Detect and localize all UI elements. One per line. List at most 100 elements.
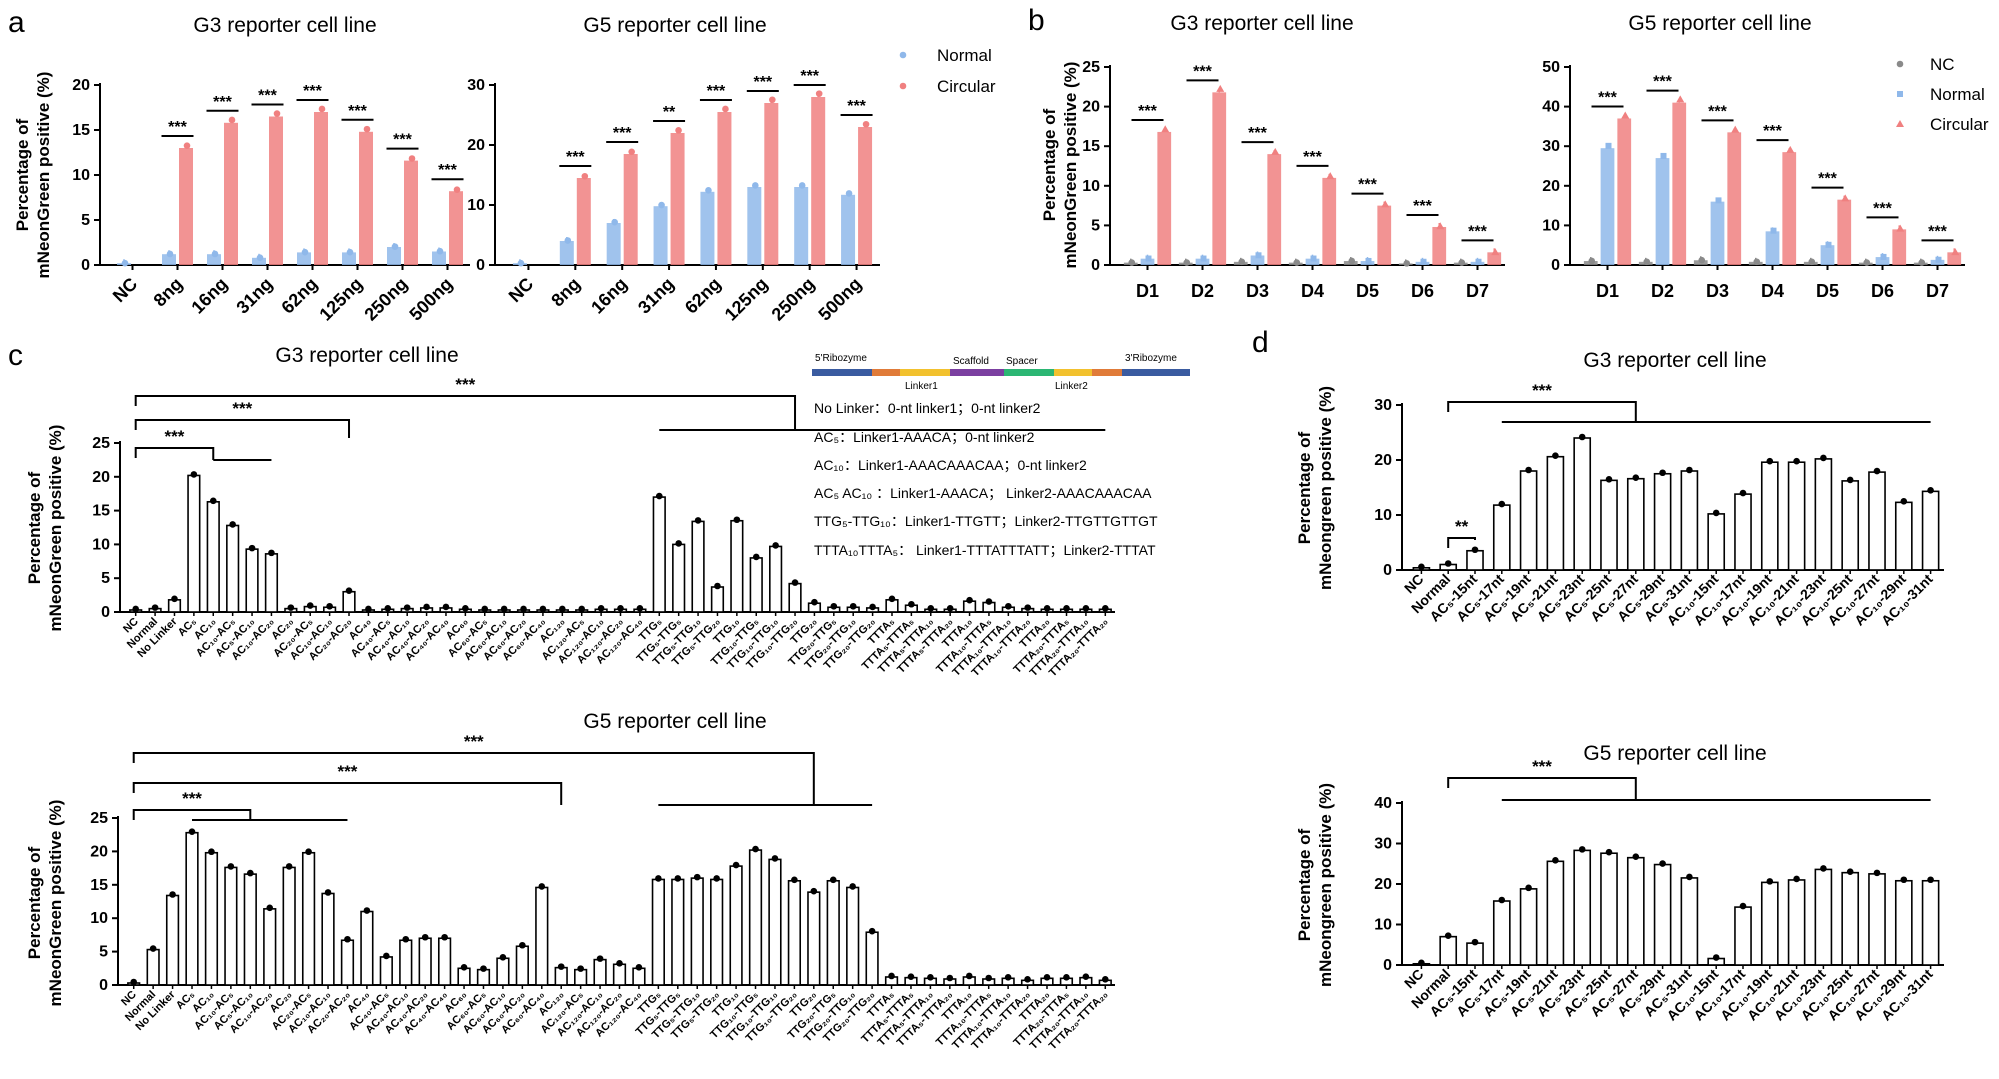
c2-y-tick-label: 20 xyxy=(90,843,108,860)
construct-line-1: No Linker：0-nt linker1；0-nt linker2 xyxy=(814,400,1041,417)
b1-y-tick-label: 5 xyxy=(1091,217,1100,234)
label-3-ribozyme: 3'Ribozyme xyxy=(1125,353,1177,364)
d1-sig-bracket xyxy=(1447,537,1476,548)
d1-y-tick-label: 20 xyxy=(1374,452,1392,469)
a1-sig-label: *** xyxy=(213,94,232,111)
c1-point xyxy=(442,603,450,611)
b2-point xyxy=(1918,259,1926,266)
a1-point xyxy=(363,125,371,133)
d1-bar xyxy=(1894,501,1913,571)
d2-bar xyxy=(1573,849,1592,966)
d1-y-label: Percentage of mNeongreen positive (%) xyxy=(1295,386,1335,590)
legend-b-marker xyxy=(1896,120,1904,127)
a2-bar-circular xyxy=(717,112,732,265)
c2-point xyxy=(538,883,546,890)
c2-point xyxy=(1063,974,1070,981)
c1-bar xyxy=(342,590,356,613)
b2-sig-label: *** xyxy=(1708,103,1727,120)
d1-point xyxy=(1578,433,1586,441)
a1-bar-normal xyxy=(162,254,176,265)
b2-x-tick-label: D1 xyxy=(1596,281,1619,301)
d2-point xyxy=(1712,954,1720,961)
c2-point xyxy=(868,927,876,935)
a2-point xyxy=(705,187,712,194)
a2-bar-circular xyxy=(670,133,685,265)
b1-y-tick-label: 15 xyxy=(1082,138,1100,155)
c2-bar xyxy=(399,939,413,986)
a1-x-tick-label: 8ng xyxy=(150,274,187,311)
a2-x-tick-label: 125ng xyxy=(721,274,772,325)
chart-d-g3: 0 10 20 30 G3 reporter cell line Percentage o… xyxy=(1295,349,1944,629)
c2-bar xyxy=(263,908,277,986)
b1-bar-circular xyxy=(1487,252,1502,265)
d2-point xyxy=(1820,865,1827,872)
b2-point xyxy=(1753,258,1761,266)
a1-point xyxy=(436,247,444,255)
d2-y-tick-label: 20 xyxy=(1374,876,1392,893)
b1-point xyxy=(1200,255,1207,262)
label-spacer: Spacer xyxy=(1006,356,1038,367)
segment-scaffold xyxy=(950,369,1004,376)
c2-bar xyxy=(146,948,160,986)
b2-point xyxy=(1731,125,1740,133)
b1-sig-label: *** xyxy=(1413,198,1432,215)
d1-point xyxy=(1418,563,1425,571)
b1-point xyxy=(1326,172,1335,180)
a1-x-tick-label: 31ng xyxy=(232,274,276,318)
c2-point xyxy=(519,941,526,949)
b2-point xyxy=(1643,258,1651,266)
c1-bar xyxy=(187,474,201,613)
a1-bar-normal xyxy=(207,254,221,265)
b2-y-tick-label: 40 xyxy=(1542,99,1560,116)
c1-bar xyxy=(691,520,705,613)
chart-d-g5: 0 10 20 30 40 G5 reporter cell line Percentage… xyxy=(1295,742,1944,1024)
a1-x-tick-label: 500ng xyxy=(405,274,456,325)
a1-bar-normal xyxy=(297,252,311,265)
b1-y-tick-label: 0 xyxy=(1091,257,1100,274)
b2-x-tick-label: D3 xyxy=(1706,281,1729,301)
c1-sig-label: *** xyxy=(232,399,252,418)
d2-y-tick-label: 0 xyxy=(1383,957,1392,974)
c2-point xyxy=(499,953,507,961)
a2-point xyxy=(675,127,682,134)
d1-bar xyxy=(1680,470,1699,571)
c2-point xyxy=(732,861,740,869)
segment-5-ribozyme xyxy=(812,369,872,376)
c1-y-tick-label: 20 xyxy=(92,469,110,486)
d1-bar xyxy=(1600,479,1618,571)
c1-point xyxy=(966,596,973,604)
c2-bar xyxy=(224,866,238,986)
b2-point xyxy=(1863,259,1871,266)
c2-point xyxy=(460,964,468,971)
d1-bar xyxy=(1653,472,1672,571)
c1-title: G3 reporter cell line xyxy=(275,344,458,367)
segment-linker1 xyxy=(900,369,950,376)
b2-y-tick-label: 50 xyxy=(1542,59,1560,76)
a2-y-tick-label: 10 xyxy=(467,197,485,214)
c2-bar xyxy=(282,866,296,986)
a2-point xyxy=(628,148,635,156)
a2-y-tick-label: 30 xyxy=(467,77,485,94)
a2-bar-circular xyxy=(764,103,779,265)
d1-point xyxy=(1525,466,1532,474)
b1-point xyxy=(1161,125,1170,133)
a2-title: G5 reporter cell line xyxy=(583,14,766,37)
c2-y-tick-label: 5 xyxy=(99,944,108,961)
c2-point xyxy=(946,974,954,982)
c2-bar xyxy=(826,879,840,986)
b2-point xyxy=(1660,152,1667,159)
c1-bar xyxy=(206,501,220,613)
a1-bar-circular xyxy=(449,191,463,265)
b1-y-tick-label: 25 xyxy=(1082,59,1100,76)
d2-bar xyxy=(1680,877,1699,966)
a2-y-tick-label: 0 xyxy=(476,257,485,274)
construct-line-5: TTG₅-TTG₁₀：Linker1-TTGTT；Linker2-TTGTTGT… xyxy=(814,513,1158,530)
a2-x-tick-label: 31ng xyxy=(634,274,678,318)
d2-y-tick-label: 30 xyxy=(1374,836,1392,853)
d1-point xyxy=(1820,454,1827,462)
a1-point xyxy=(228,116,236,124)
a1-y-tick-label: 5 xyxy=(81,212,90,229)
label-linker2: Linker2 xyxy=(1055,381,1088,392)
a2-bar-circular xyxy=(858,127,873,265)
b2-point xyxy=(1935,256,1942,263)
